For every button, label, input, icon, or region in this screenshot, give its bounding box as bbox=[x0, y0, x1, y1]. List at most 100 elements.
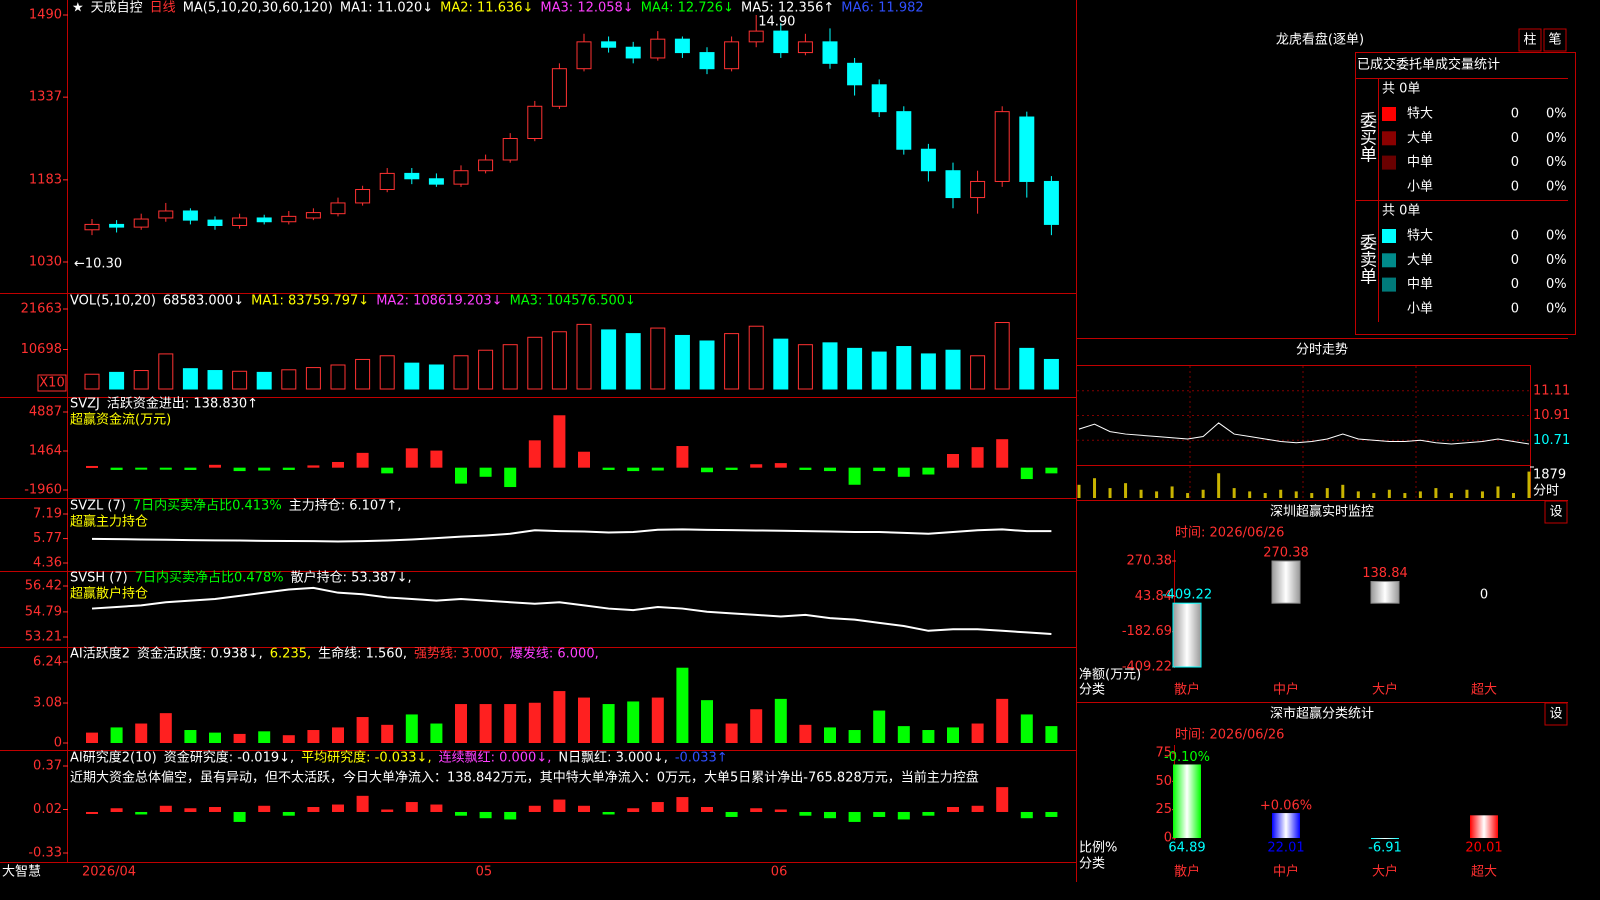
brand: 大智慧 bbox=[2, 864, 41, 880]
button[interactable] bbox=[1544, 702, 1568, 726]
low-annotation: ←10.30 bbox=[74, 257, 122, 272]
indicator-bar bbox=[799, 811, 812, 816]
candle-body bbox=[920, 148, 936, 172]
y-tick-label: 10.71 bbox=[1533, 433, 1570, 448]
row-name: 小单 bbox=[1407, 301, 1433, 316]
y-tick-label: 10.91 bbox=[1533, 408, 1570, 423]
indicator-bar bbox=[848, 811, 861, 822]
row-count: 0 bbox=[1511, 155, 1519, 170]
indicator-bar bbox=[774, 809, 787, 812]
indicator-bar bbox=[258, 731, 271, 743]
indicator-bar bbox=[135, 467, 148, 470]
indicator-bar bbox=[307, 730, 320, 743]
row-pct: 0% bbox=[1546, 107, 1567, 122]
indicator-bar bbox=[1045, 467, 1058, 474]
indicator-bar bbox=[135, 811, 148, 815]
volume-bar bbox=[1263, 493, 1267, 498]
indicator-bar bbox=[209, 464, 221, 468]
volume-bar bbox=[281, 369, 297, 390]
header-item: 强势线: 3.000, bbox=[414, 646, 503, 662]
indicator-bar bbox=[381, 809, 394, 812]
y-tick-label: 3.08 bbox=[33, 696, 62, 711]
volume-bar bbox=[182, 368, 198, 390]
candle-body bbox=[1019, 116, 1035, 182]
volume-bar bbox=[674, 334, 690, 390]
volume-bar bbox=[1325, 488, 1329, 498]
volume-bar bbox=[1217, 473, 1221, 498]
indicator-bar bbox=[873, 467, 886, 472]
frame bbox=[0, 0, 1576, 882]
indicator-bar bbox=[405, 802, 418, 812]
panel-title: 深圳超赢实时监控 bbox=[1270, 504, 1374, 520]
candle-body bbox=[576, 41, 592, 70]
header-item: 散户持仓: 53.387↓, bbox=[291, 570, 412, 586]
volume-bar bbox=[84, 373, 100, 390]
header-item: 6.235, bbox=[270, 647, 311, 662]
volume-bar bbox=[1465, 489, 1469, 498]
candle-body bbox=[896, 111, 912, 150]
volume-bar bbox=[1093, 478, 1097, 498]
category-label: 中户 bbox=[1273, 864, 1299, 880]
group-label: 委卖单 bbox=[1356, 233, 1377, 284]
volume-bar bbox=[1527, 471, 1531, 498]
volume-bar bbox=[1043, 358, 1059, 390]
indicator-bar bbox=[282, 735, 295, 743]
indicator-bar bbox=[897, 726, 910, 743]
indicator-bar bbox=[528, 805, 541, 812]
volume-bar bbox=[1201, 489, 1205, 498]
y-tick-label: 1490 bbox=[29, 8, 62, 23]
candle-body bbox=[847, 62, 863, 86]
y-tick-label: 7.19 bbox=[33, 507, 62, 522]
y-tick-label: 0.02 bbox=[33, 802, 62, 817]
axis-label: 净额(万元) bbox=[1079, 668, 1141, 683]
row-name: 特大 bbox=[1407, 229, 1433, 244]
indicator-bar bbox=[996, 787, 1009, 812]
button[interactable] bbox=[1544, 500, 1568, 524]
candle-body bbox=[1043, 180, 1059, 225]
button-label: 笔 bbox=[1548, 32, 1561, 48]
indicator-bar bbox=[996, 698, 1009, 743]
candle-body bbox=[207, 219, 223, 226]
header-item: N日飘红: 3.000↓, bbox=[558, 750, 667, 766]
indicator-bar bbox=[873, 710, 886, 743]
indicator-bar bbox=[430, 804, 443, 812]
indicator-bar bbox=[1045, 726, 1058, 743]
indicator-bar bbox=[627, 701, 640, 743]
row-pct: 0% bbox=[1546, 155, 1567, 170]
value-label: 22.01 bbox=[1267, 841, 1304, 856]
indicator-bar bbox=[504, 704, 517, 743]
swatch bbox=[1382, 229, 1396, 243]
date-label: 05 bbox=[476, 865, 493, 880]
volume-bar bbox=[1403, 493, 1407, 498]
indicator-bar bbox=[135, 723, 148, 743]
indicator-bar bbox=[209, 732, 221, 743]
row-count: 0 bbox=[1511, 107, 1519, 122]
indicator-bar bbox=[848, 467, 861, 485]
header-item: 天成自控 bbox=[91, 1, 143, 16]
indicator-bar bbox=[701, 700, 713, 743]
indicator-bar bbox=[110, 727, 123, 743]
y-tick-label: 50 bbox=[1155, 774, 1172, 789]
candle-body bbox=[133, 218, 149, 228]
y-tick-label: 4.36 bbox=[33, 556, 62, 571]
candle-body bbox=[601, 41, 617, 48]
button[interactable] bbox=[1543, 28, 1567, 52]
panel-title: 龙虎看盘(逐单) bbox=[1276, 32, 1364, 48]
volume-bar bbox=[133, 370, 149, 390]
candle-body bbox=[650, 38, 666, 59]
volume-bar bbox=[1170, 486, 1174, 498]
swatch bbox=[1382, 155, 1396, 170]
panel-title: 分时走势 bbox=[1296, 342, 1348, 358]
row-pct: 0% bbox=[1546, 253, 1567, 268]
volume-bar bbox=[1077, 484, 1081, 498]
swatch bbox=[1382, 277, 1396, 292]
bar bbox=[1272, 813, 1300, 838]
indicator-bar bbox=[1020, 714, 1033, 743]
y-tick-label: 4887 bbox=[29, 405, 62, 420]
candle-body bbox=[822, 41, 838, 64]
indicator-bar bbox=[184, 467, 197, 470]
header-item: SVSH (7) bbox=[70, 571, 128, 586]
candle-body bbox=[232, 217, 248, 226]
fenshi-grid bbox=[1189, 366, 1417, 498]
button[interactable] bbox=[1518, 28, 1542, 52]
